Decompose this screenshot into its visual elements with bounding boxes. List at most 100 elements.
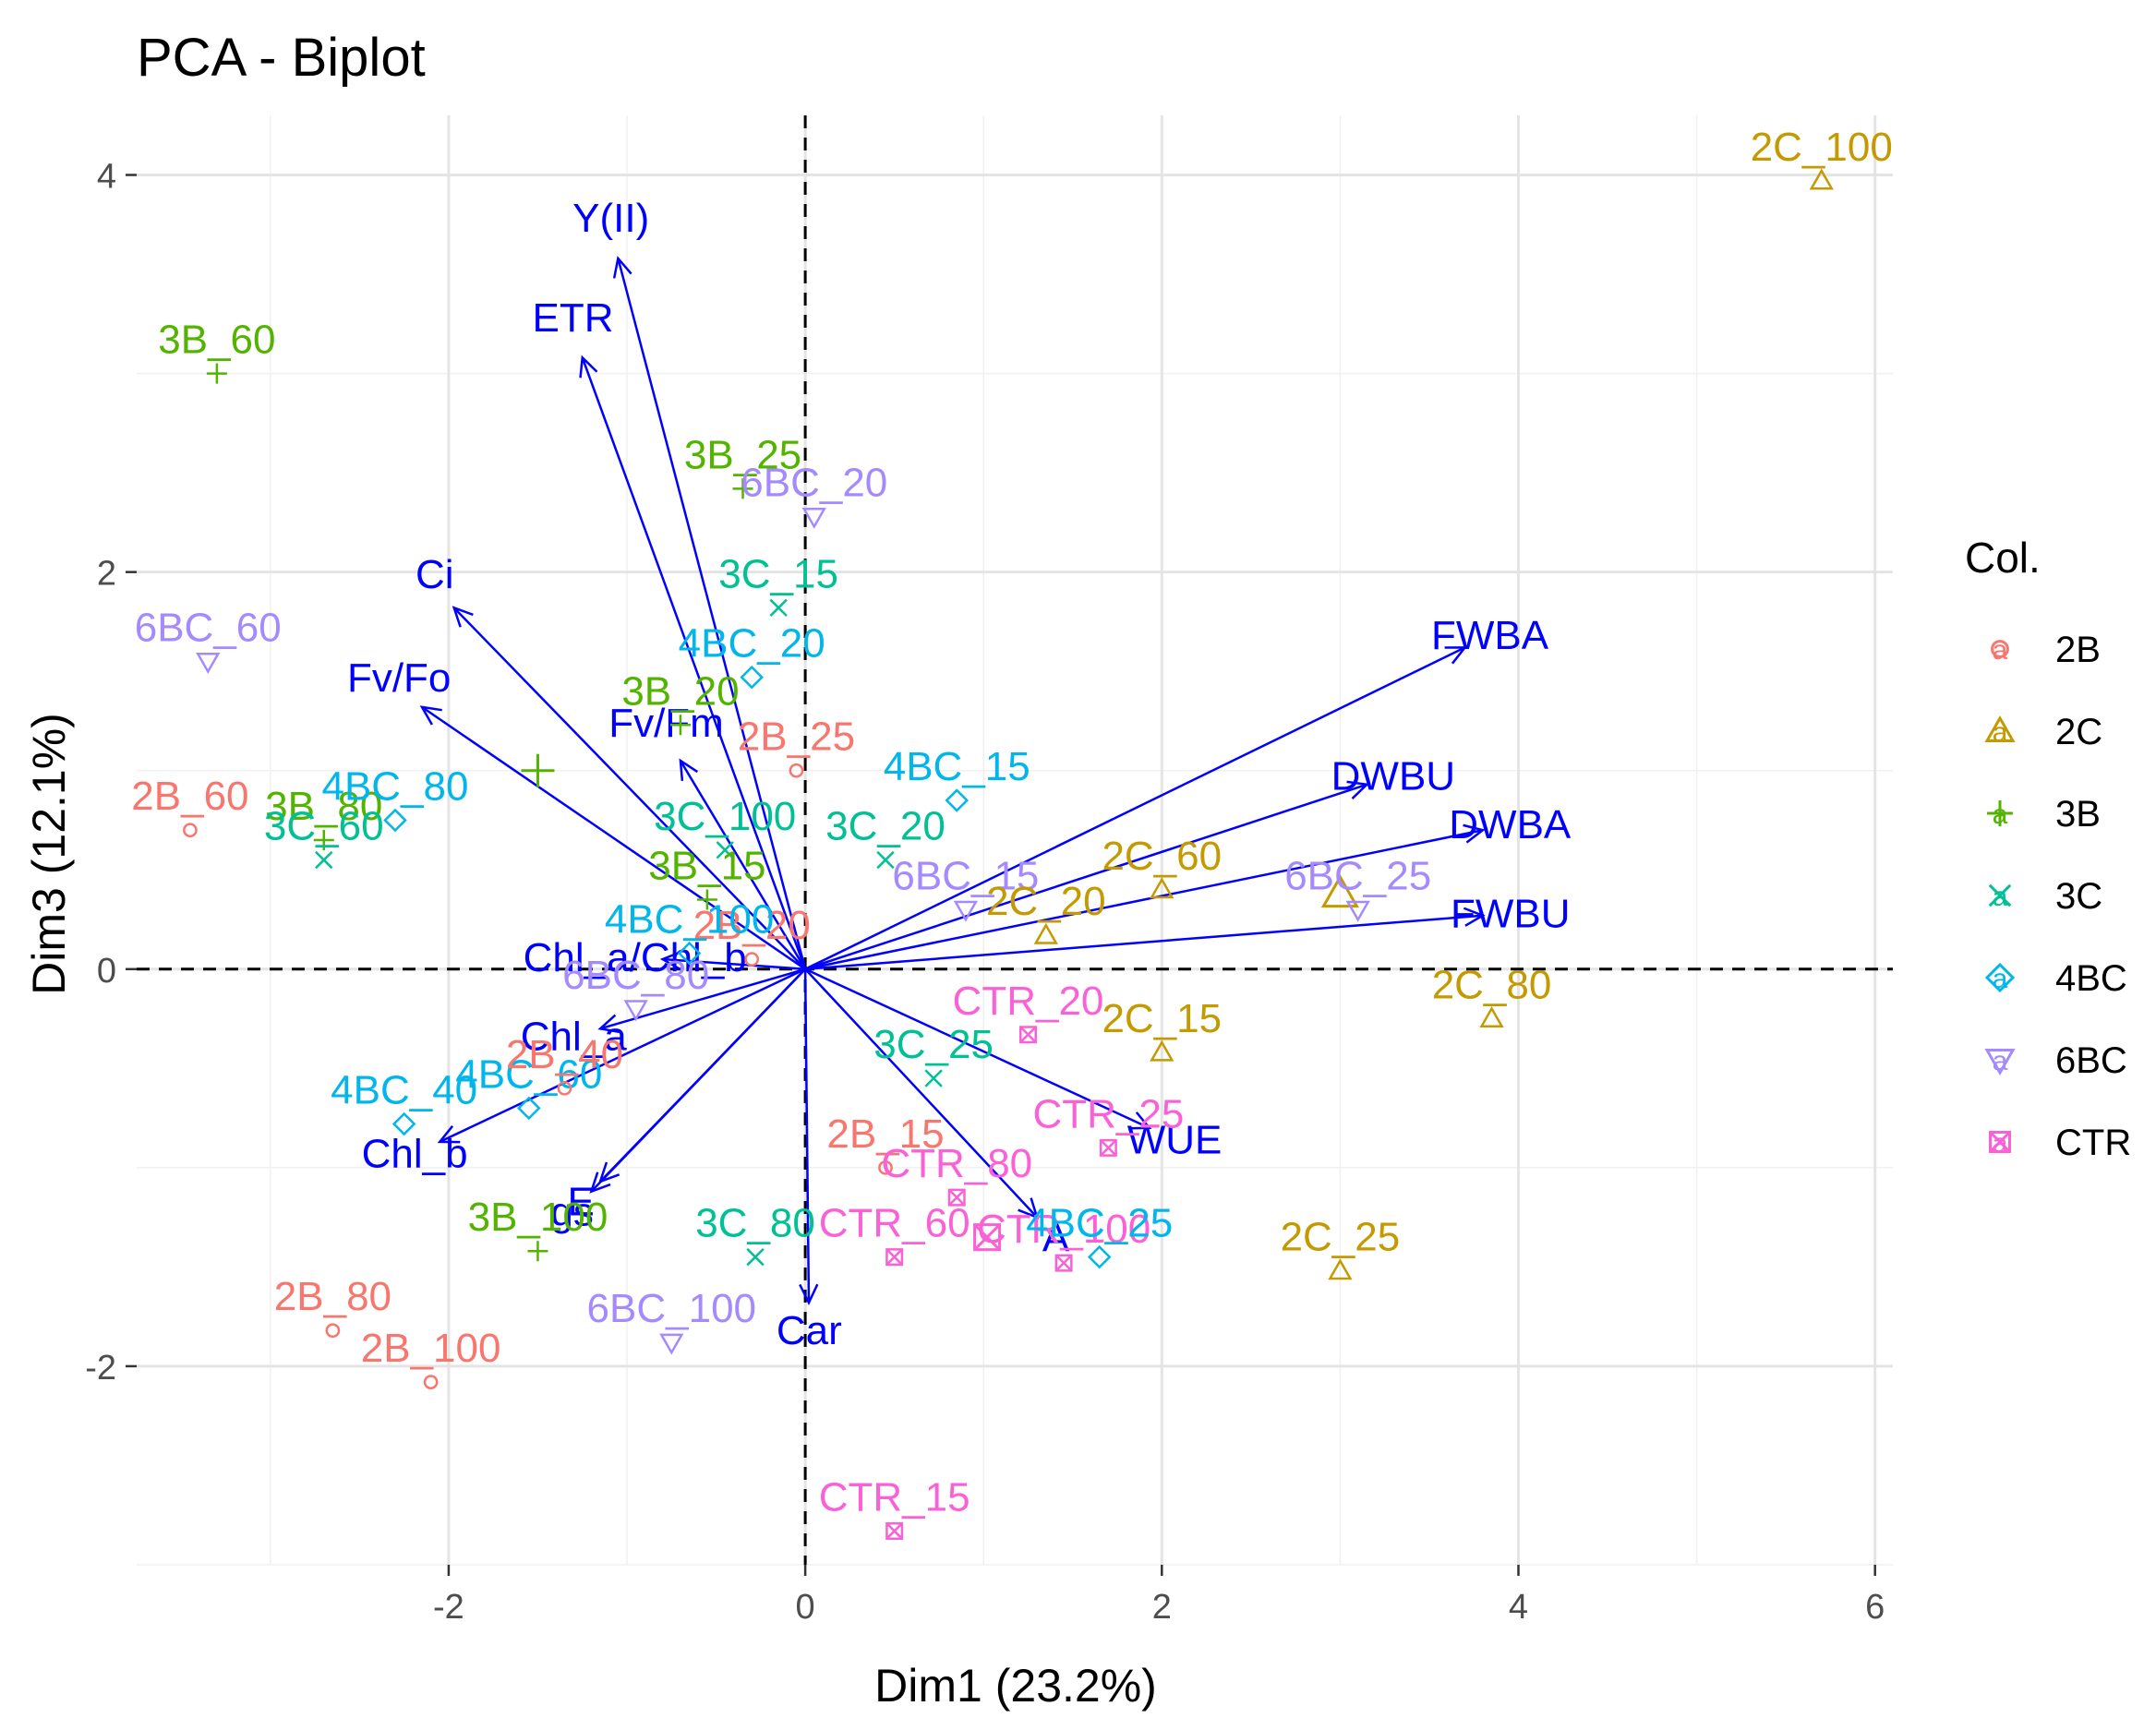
point-label-ctr-100: CTR_100 — [977, 1207, 1150, 1252]
point-2b-25 — [789, 763, 804, 778]
variable-label-y-ii: Y(II) — [572, 196, 649, 241]
legend-item-3c: a 3C — [1988, 876, 2102, 917]
point-3b-25 — [732, 478, 753, 499]
legend-label-3c: 3C — [2055, 876, 2102, 917]
legend-title: Col. — [1965, 534, 2041, 582]
point-4bc-80 — [383, 808, 407, 833]
legend-label-4bc: 4BC — [2055, 958, 2127, 999]
legend-label-3b: 3B — [2055, 794, 2101, 835]
point-6bc-25 — [1345, 900, 1370, 922]
arrow-head-ci — [452, 606, 474, 628]
arrow-head-dwbu — [1346, 780, 1370, 799]
point-2c-20 — [1033, 922, 1058, 944]
variable-label-wue: WUE — [1127, 1117, 1223, 1162]
variable-label-fv-fm: Fv/Fm — [608, 701, 724, 746]
point-label-3c-15: 3C_15 — [718, 551, 838, 596]
arrow-fwba — [804, 646, 1466, 970]
point-label-6bc-15: 6BC_15 — [892, 853, 1039, 898]
legend-key-4bc — [1984, 962, 2016, 993]
point-label-3b-25: 3B_25 — [684, 432, 801, 477]
point-4bc-60 — [517, 1096, 541, 1121]
variable-label-a: A — [1042, 1216, 1070, 1261]
zero-lines — [137, 115, 1893, 1565]
variable-label-chl-a: Chl_a — [521, 1015, 627, 1060]
point-ctr-25 — [1099, 1138, 1117, 1157]
point-label-6bc-100: 6BC_100 — [587, 1286, 756, 1331]
point-2c-25 — [1328, 1258, 1353, 1280]
legend-label-2b: 2B — [2055, 630, 2101, 670]
arrow-ci — [452, 607, 807, 970]
x-tick-label-2: 2 — [1152, 1588, 1172, 1627]
legend-item-2b: a 2B — [1991, 630, 2101, 670]
point-label-ctr-60: CTR_60 — [819, 1201, 970, 1246]
point-6bc-20 — [801, 507, 826, 529]
arrow-fwbu — [805, 914, 1483, 971]
point-3c-100 — [716, 841, 734, 859]
arrow-head-car — [799, 1283, 819, 1305]
legend-key-2b — [1991, 640, 2009, 658]
arrow-wue — [804, 967, 1150, 1129]
point-label-6bc-80: 6BC_80 — [562, 953, 709, 998]
point-2c-60 — [1150, 877, 1174, 899]
point-4bc-40 — [391, 1111, 416, 1136]
arrow-head-fv-fo — [419, 705, 442, 726]
legend-key-ctr — [1989, 1131, 2011, 1153]
legend-key-6bc — [1984, 1049, 2016, 1076]
variable-label-fwba: FWBA — [1431, 613, 1549, 658]
point-label-4bc-60: 4BC_60 — [455, 1051, 602, 1097]
legend-item-ctr: a CTR — [1989, 1123, 2131, 1163]
point-2b-15 — [878, 1160, 893, 1175]
arrow-head-y-ii — [612, 256, 632, 279]
point-label-6bc-25: 6BC_25 — [1284, 853, 1431, 898]
legend-key-glyph-4bc: a — [1993, 964, 2008, 994]
point-label-2b-40: 2B_40 — [506, 1032, 623, 1077]
legend: Col. a 2B a 2C a 3B a 3C a 4BC a 6BC a CTR — [1965, 534, 2131, 1163]
group-centroid-3b — [521, 753, 555, 787]
legend-item-4bc: a 4BC — [1984, 958, 2127, 999]
arrow-head-fwba — [1444, 646, 1468, 665]
point-2c-15 — [1150, 1039, 1174, 1062]
point-label-2b-20: 2B_20 — [693, 903, 811, 948]
arrow-y-ii — [617, 258, 807, 970]
legend-key-3b — [1987, 800, 2013, 826]
legend-key-glyph-2c: a — [1993, 717, 2008, 748]
point-2c-100 — [1809, 168, 1834, 190]
arrow-fv-fo — [421, 705, 806, 970]
point-label-3c-100: 3C_100 — [654, 794, 796, 839]
variable-label-chl-a-chl-b: Chl_a/Chl_b — [524, 935, 747, 980]
point-label-3b-100: 3B_100 — [468, 1195, 608, 1240]
variable-label-gs: gs — [550, 1189, 593, 1234]
point-3c-25 — [924, 1069, 943, 1087]
arrow-dwba — [804, 829, 1484, 971]
variable-label-car: Car — [777, 1308, 842, 1353]
point-3c-60 — [315, 850, 333, 870]
y-tick-label-2: 2 — [97, 555, 116, 594]
arrow-head-chl-a — [597, 1014, 620, 1034]
point-label-3c-25: 3C_25 — [873, 1022, 994, 1067]
point-4bc-100 — [677, 941, 702, 966]
point-label-2b-80: 2B_80 — [274, 1274, 391, 1319]
point-2b-100 — [423, 1375, 439, 1389]
x-tick-label-0: 0 — [796, 1588, 815, 1627]
arrow-etr — [581, 356, 807, 970]
variable-label-dwbu: DWBU — [1331, 753, 1455, 799]
group-centroid-ctr — [973, 1223, 1002, 1252]
point-3b-80 — [313, 830, 334, 850]
point-label-3c-80: 3C_80 — [695, 1201, 815, 1246]
point-3b-60 — [206, 363, 227, 384]
x-tick-label-2: -2 — [433, 1588, 464, 1627]
point-2b-60 — [183, 823, 198, 838]
point-3c-15 — [769, 598, 788, 618]
legend-key-glyph-2b: a — [1993, 635, 2008, 666]
arrow-head-etr — [579, 354, 598, 378]
group-centroid-2c — [1320, 874, 1359, 908]
point-label-2c-25: 2C_25 — [1281, 1215, 1401, 1260]
point-3b-20 — [669, 715, 691, 736]
point-label-2c-15: 2C_15 — [1102, 996, 1222, 1041]
point-ctr-80 — [947, 1188, 966, 1207]
point-ctr-100 — [1054, 1254, 1073, 1272]
point-ctr-15 — [885, 1521, 904, 1540]
legend-item-3b: a 3B — [1987, 794, 2101, 835]
legend-key-glyph-3b: a — [1993, 799, 2008, 830]
legend-key-2c — [1984, 715, 2016, 742]
